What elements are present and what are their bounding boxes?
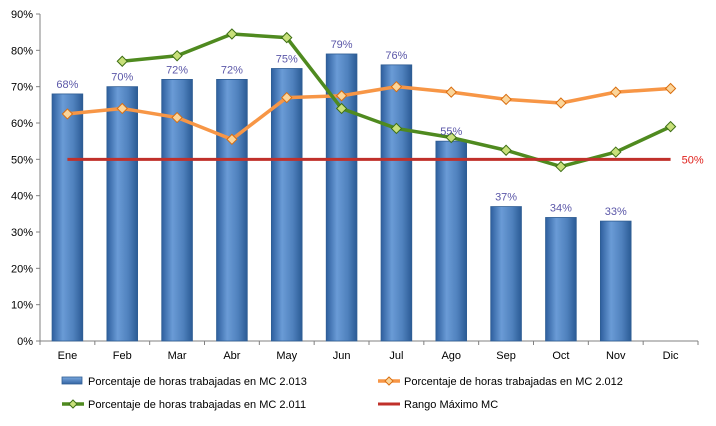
series-marker [445, 86, 457, 98]
series-marker [500, 93, 512, 106]
series-marker [335, 102, 348, 115]
bar-data-label: 55% [440, 126, 462, 138]
bar [216, 79, 248, 342]
y-tick-label: 40% [11, 191, 33, 203]
series-line [67, 84, 671, 142]
legend-label: Porcentaje de horas trabajadas en MC 2.0… [88, 399, 306, 411]
series-marker [281, 91, 293, 104]
bar [325, 53, 358, 342]
legend-item: Porcentaje de horas trabajadas en MC 2.0… [378, 376, 623, 388]
y-tick-label: 10% [11, 300, 33, 312]
legend: Porcentaje de horas trabajadas en MC 2.0… [61, 376, 623, 411]
bar [270, 68, 303, 342]
legend-item: Porcentaje de horas trabajadas en MC 2.0… [61, 376, 307, 388]
x-tick-label: Feb [113, 350, 132, 362]
x-tick-label: Ago [441, 350, 461, 362]
bar-data-label: 37% [495, 192, 517, 204]
reference-line-label: 50% [682, 154, 704, 166]
series-marker [555, 97, 567, 109]
series-marker [445, 131, 457, 144]
y-tick-label: 90% [11, 9, 33, 21]
x-tick-label: Jul [389, 350, 403, 362]
series-marker [116, 55, 128, 67]
series-marker [281, 31, 293, 44]
bar [380, 64, 413, 342]
x-tick-label: Mar [168, 350, 187, 362]
x-tick-label: Nov [606, 350, 626, 362]
y-tick-label: 0% [17, 336, 33, 348]
bar-data-label: 75% [276, 54, 298, 66]
axes: 0% 10% 20% 30% 40% 50% 60% 70% 80% 90% Ene Feb Mar Ab… [11, 9, 699, 362]
legend-label: Porcentaje de horas trabajadas en MC 2.0… [88, 376, 307, 388]
bar-data-label: 72% [221, 64, 243, 76]
bar-data-label: 76% [385, 50, 407, 62]
series-marker [171, 50, 183, 62]
x-tick-label: Oct [552, 350, 569, 362]
x-tick-label: Dic [663, 350, 679, 362]
series-marker [664, 82, 677, 95]
x-tick-label: Jun [333, 350, 351, 362]
bar-data-label: 68% [56, 79, 78, 91]
legend-marker [384, 376, 394, 386]
legend-item: Porcentaje de horas trabajadas en MC 2.0… [62, 399, 306, 411]
legend-marker [68, 399, 78, 409]
series-marker [335, 90, 348, 102]
line-series [61, 28, 677, 173]
legend-swatch [61, 376, 83, 385]
bar [545, 217, 577, 342]
bar [435, 140, 468, 342]
series-marker [610, 146, 622, 158]
y-tick-label: 30% [11, 227, 33, 239]
bar [106, 86, 139, 342]
series-marker [664, 120, 677, 133]
x-tick-label: Sep [496, 350, 516, 362]
x-tick-label: May [276, 350, 297, 362]
bar [490, 206, 522, 342]
series-marker [500, 144, 512, 156]
series-marker [171, 111, 183, 124]
series-marker [226, 28, 238, 40]
bar-data-label: 34% [550, 202, 572, 214]
series-marker [226, 133, 238, 146]
y-tick-label: 70% [11, 82, 33, 94]
bar [599, 220, 632, 342]
bar-data-label: 79% [331, 39, 353, 51]
bar-data-label: 70% [111, 72, 133, 84]
bar-data-label: 33% [605, 206, 627, 218]
series-marker [61, 108, 74, 120]
legend-item: Rango Máximo MC [378, 399, 498, 411]
series-marker [555, 160, 567, 173]
legend-label: Rango Máximo MC [404, 399, 498, 411]
bar-data-label: 72% [166, 64, 188, 76]
series-marker [390, 80, 403, 93]
y-tick-label: 60% [11, 118, 33, 130]
series-marker [610, 86, 622, 98]
x-tick-label: Abr [223, 350, 240, 362]
bar [51, 93, 84, 342]
y-tick-label: 80% [11, 45, 33, 57]
legend-label: Porcentaje de horas trabajadas en MC 2.0… [404, 376, 623, 388]
y-tick-label: 50% [11, 154, 33, 166]
series-marker [116, 102, 128, 115]
y-tick-label: 20% [11, 263, 33, 275]
data-labels: 68% 70% 72% 72% 75% 79% 76% 55% 37% 34% 33% 50% [56, 39, 703, 218]
x-tick-label: Ene [58, 350, 78, 362]
series-marker [390, 122, 403, 135]
